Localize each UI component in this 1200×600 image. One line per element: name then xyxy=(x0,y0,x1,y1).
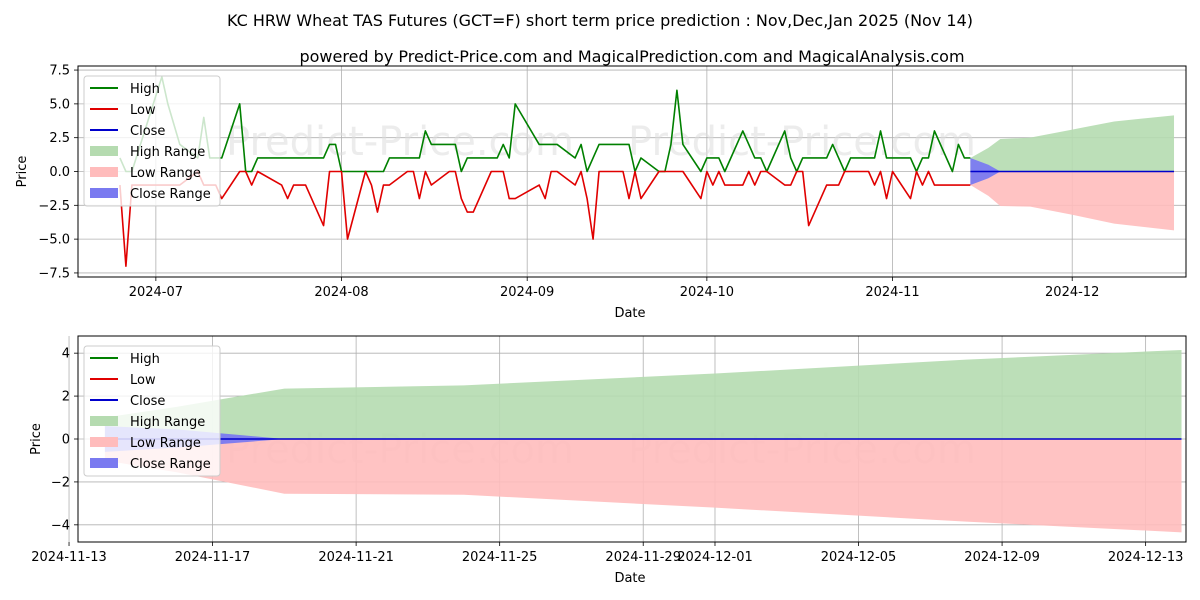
x-tick-label: 2024-12-13 xyxy=(1108,550,1184,565)
high-line xyxy=(119,76,971,173)
legend-label-high: High xyxy=(130,82,160,97)
legend-label-close: Close xyxy=(130,394,165,409)
x-tick-label: 2024-11-13 xyxy=(31,550,107,565)
chart-subtitle: powered by Predict-Price.com and Magical… xyxy=(299,47,964,66)
y-tick-label: 0 xyxy=(62,433,70,448)
y-tick-label: 4 xyxy=(62,347,70,362)
legend-swatch-close-range xyxy=(90,188,118,198)
legend-label-low-range: Low Range xyxy=(130,436,201,451)
y-axis-ticks: −7.5 −5.0 −2.5 0.0 2.5 5.0 7.5 xyxy=(38,64,78,281)
y-tick-label: −2 xyxy=(51,475,70,490)
legend-label-close: Close xyxy=(130,124,165,139)
y-tick-label: −2.5 xyxy=(38,199,70,214)
y-tick-label: −7.5 xyxy=(38,266,70,281)
x-tick-label: 2024-08 xyxy=(314,285,368,300)
y-tick-label: 7.5 xyxy=(49,64,70,79)
legend-label-high-range: High Range xyxy=(130,145,205,160)
series-lines xyxy=(119,76,1175,267)
legend: High Low Close High Range Low Range Close Ran… xyxy=(83,75,221,207)
legend-swatch-low-range xyxy=(90,167,118,177)
x-tick-label: 2024-10 xyxy=(680,285,734,300)
y-axis-ticks: −4 −2 0 2 4 xyxy=(51,347,78,533)
legend-label-high-range: High Range xyxy=(130,415,205,430)
range-fills xyxy=(970,115,1175,231)
watermark-text: Predict-Price.com xyxy=(628,119,976,165)
legend-label-low: Low xyxy=(130,103,156,118)
legend-label-high: High xyxy=(130,352,160,367)
legend-swatch-high-range xyxy=(90,416,118,426)
legend-swatch-low-range xyxy=(90,437,118,447)
x-axis-ticks: 2024-07 2024-08 2024-09 2024-10 2024-11 2024-… xyxy=(129,277,1099,300)
y-tick-label: 0.0 xyxy=(49,165,70,180)
top-chart-panel: Predict-Price.com Predict-Price.comPredic… xyxy=(15,64,1187,321)
x-tick-label: 2024-11 xyxy=(865,285,919,300)
bottom-chart-panel: Predict-Price.comPredict-Price.com2024-1… xyxy=(29,335,1187,586)
x-tick-label: 2024-12-01 xyxy=(677,550,753,565)
legend: High Low Close High Range Low Range Close Ran… xyxy=(83,345,221,477)
high-range-area xyxy=(104,349,1182,439)
x-tick-label: 2024-07 xyxy=(129,285,183,300)
legend-swatch-high-range xyxy=(90,146,118,156)
legend-label-low-range: Low Range xyxy=(130,166,201,181)
y-tick-label: 2.5 xyxy=(49,131,70,146)
legend-label-low: Low xyxy=(130,373,156,388)
x-tick-label: 2024-12-09 xyxy=(964,550,1040,565)
x-axis-ticks: 2024-11-13 2024-11-17 2024-11-21 2024-11-25… xyxy=(31,542,1183,565)
x-axis-label: Date xyxy=(614,571,645,586)
legend-swatch-close-range xyxy=(90,458,118,468)
x-tick-label: 2024-12 xyxy=(1045,285,1099,300)
low-line xyxy=(119,170,971,267)
x-tick-label: 2024-09 xyxy=(500,285,554,300)
y-tick-label: −4 xyxy=(51,518,70,533)
chart-title: KC HRW Wheat TAS Futures (GCT=F) short t… xyxy=(227,11,973,30)
high-range-area xyxy=(970,115,1175,172)
y-tick-label: 2 xyxy=(62,390,70,405)
low-range-area xyxy=(104,439,1182,533)
x-tick-label: 2024-11-29 xyxy=(605,550,681,565)
x-tick-label: 2024-11-25 xyxy=(462,550,538,565)
y-tick-label: −5.0 xyxy=(38,233,70,248)
x-tick-label: 2024-11-17 xyxy=(175,550,251,565)
legend-label-close-range: Close Range xyxy=(130,457,211,472)
x-tick-label: 2024-11-21 xyxy=(318,550,394,565)
x-tick-label: 2024-12-05 xyxy=(821,550,897,565)
legend-label-close-range: Close Range xyxy=(130,187,211,202)
low-range-area xyxy=(970,171,1175,231)
y-axis-label: Price xyxy=(15,156,30,188)
y-tick-label: 5.0 xyxy=(49,97,70,112)
x-axis-label: Date xyxy=(614,306,645,321)
y-axis-label: Price xyxy=(29,423,44,455)
